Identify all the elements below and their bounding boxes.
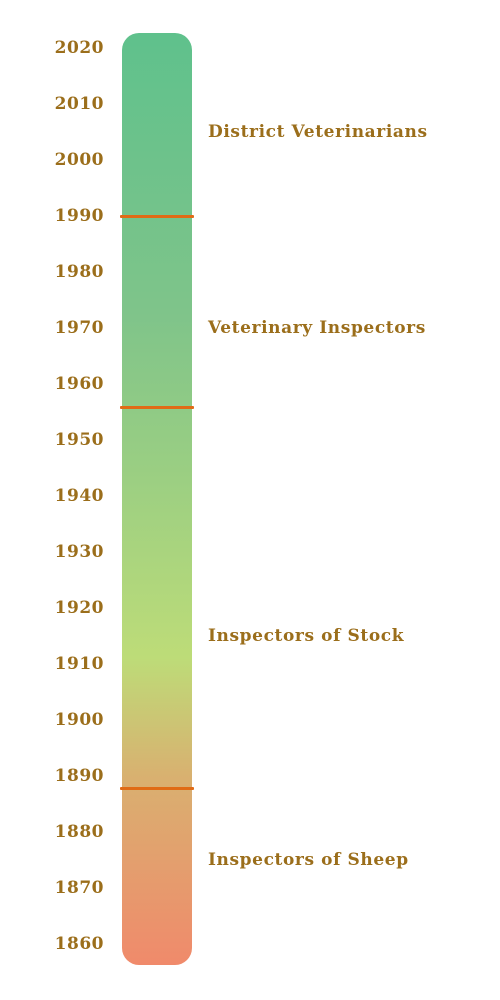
era-label-veterinary-inspectors: Veterinary Inspectors [208, 318, 426, 338]
year-label: 1980 [54, 262, 104, 282]
timeline-bar [122, 33, 192, 965]
year-label: 1880 [54, 822, 104, 842]
year-label: 1930 [54, 542, 104, 562]
era-divider-1888 [120, 787, 194, 790]
year-label: 1910 [54, 654, 104, 674]
era-divider-1990 [120, 215, 194, 218]
year-label: 2010 [54, 94, 104, 114]
era-label-inspectors-of-stock: Inspectors of Stock [208, 626, 405, 646]
year-label: 1870 [54, 878, 104, 898]
year-label: 1960 [54, 374, 104, 394]
year-label: 1920 [54, 598, 104, 618]
year-label: 1890 [54, 766, 104, 786]
year-label: 1990 [54, 206, 104, 226]
year-label: 1860 [54, 934, 104, 954]
year-label: 1970 [54, 318, 104, 338]
era-label-district-veterinarians: District Veterinarians [208, 122, 428, 142]
year-label: 2020 [54, 38, 104, 58]
era-divider-1956 [120, 406, 194, 409]
year-label: 1940 [54, 486, 104, 506]
year-label: 1950 [54, 430, 104, 450]
era-label-inspectors-of-sheep: Inspectors of Sheep [208, 850, 409, 870]
year-label: 1900 [54, 710, 104, 730]
year-label: 2000 [54, 150, 104, 170]
